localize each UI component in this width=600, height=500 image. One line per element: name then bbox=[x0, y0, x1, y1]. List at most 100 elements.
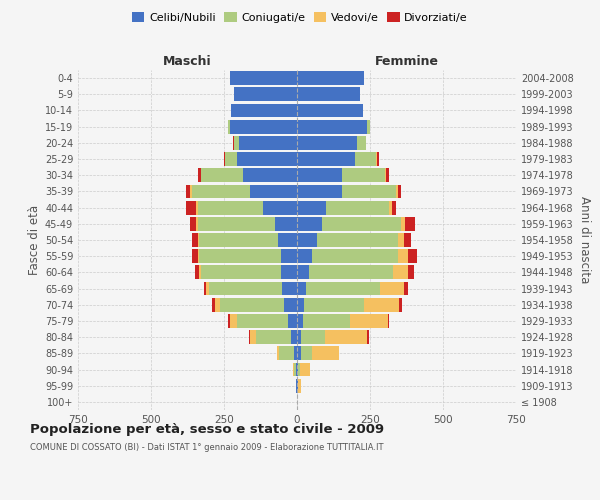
Bar bbox=[215, 298, 220, 312]
Bar bbox=[206, 282, 209, 296]
Bar bbox=[325, 330, 367, 344]
Y-axis label: Anni di nascita: Anni di nascita bbox=[578, 196, 591, 284]
Bar bbox=[195, 266, 199, 280]
Bar bbox=[298, 379, 301, 392]
Bar bbox=[297, 136, 357, 149]
Bar bbox=[243, 168, 297, 182]
Bar bbox=[342, 168, 385, 182]
Bar bbox=[220, 298, 284, 312]
Bar bbox=[297, 184, 342, 198]
Bar bbox=[404, 282, 408, 296]
Bar bbox=[301, 330, 325, 344]
Bar bbox=[229, 314, 230, 328]
Bar bbox=[226, 152, 237, 166]
Bar bbox=[385, 168, 386, 182]
Bar bbox=[200, 168, 243, 182]
Bar bbox=[394, 266, 408, 280]
Bar bbox=[209, 282, 283, 296]
Bar bbox=[297, 346, 301, 360]
Bar bbox=[350, 314, 388, 328]
Bar bbox=[250, 184, 297, 198]
Bar bbox=[198, 250, 199, 263]
Bar bbox=[357, 136, 365, 149]
Bar bbox=[405, 217, 415, 230]
Bar bbox=[198, 168, 200, 182]
Bar bbox=[317, 233, 398, 247]
Bar bbox=[233, 136, 234, 149]
Bar bbox=[199, 233, 278, 247]
Bar bbox=[200, 266, 281, 280]
Bar bbox=[192, 250, 198, 263]
Bar bbox=[326, 200, 389, 214]
Bar bbox=[212, 298, 215, 312]
Bar bbox=[306, 282, 380, 296]
Bar bbox=[192, 233, 198, 247]
Bar bbox=[297, 298, 304, 312]
Bar bbox=[388, 314, 389, 328]
Bar bbox=[203, 282, 206, 296]
Bar bbox=[297, 152, 355, 166]
Bar bbox=[278, 233, 297, 247]
Bar bbox=[277, 346, 280, 360]
Bar bbox=[237, 314, 288, 328]
Bar bbox=[239, 136, 297, 149]
Bar bbox=[342, 184, 396, 198]
Bar bbox=[297, 168, 342, 182]
Bar bbox=[198, 200, 263, 214]
Bar bbox=[199, 266, 200, 280]
Bar bbox=[297, 71, 364, 85]
Bar bbox=[392, 200, 396, 214]
Bar bbox=[280, 346, 294, 360]
Bar bbox=[355, 152, 376, 166]
Bar bbox=[389, 200, 392, 214]
Bar bbox=[297, 266, 308, 280]
Bar bbox=[297, 88, 360, 101]
Bar bbox=[300, 362, 310, 376]
Bar bbox=[186, 200, 196, 214]
Bar bbox=[322, 217, 401, 230]
Bar bbox=[196, 217, 198, 230]
Text: Femmine: Femmine bbox=[374, 56, 439, 68]
Bar bbox=[293, 362, 294, 376]
Bar bbox=[297, 200, 326, 214]
Bar bbox=[283, 282, 297, 296]
Bar bbox=[229, 120, 230, 134]
Bar bbox=[376, 152, 377, 166]
Bar bbox=[398, 184, 401, 198]
Bar bbox=[297, 104, 363, 118]
Bar bbox=[297, 362, 298, 376]
Bar bbox=[190, 217, 196, 230]
Bar bbox=[192, 184, 250, 198]
Bar bbox=[398, 233, 404, 247]
Bar bbox=[263, 200, 297, 214]
Bar bbox=[198, 217, 275, 230]
Text: COMUNE DI COSSATO (BI) - Dati ISTAT 1° gennaio 2009 - Elaborazione TUTTITALIA.IT: COMUNE DI COSSATO (BI) - Dati ISTAT 1° g… bbox=[30, 442, 383, 452]
Bar bbox=[303, 314, 350, 328]
Bar bbox=[199, 250, 281, 263]
Bar bbox=[377, 152, 379, 166]
Bar bbox=[297, 379, 298, 392]
Bar bbox=[399, 298, 402, 312]
Bar bbox=[367, 120, 370, 134]
Bar bbox=[367, 330, 368, 344]
Bar bbox=[291, 330, 297, 344]
Bar bbox=[398, 250, 408, 263]
Bar bbox=[404, 233, 411, 247]
Bar bbox=[288, 314, 297, 328]
Bar bbox=[294, 346, 297, 360]
Bar bbox=[297, 250, 311, 263]
Bar bbox=[284, 298, 297, 312]
Bar bbox=[401, 217, 405, 230]
Bar bbox=[396, 184, 398, 198]
Bar bbox=[230, 314, 237, 328]
Bar bbox=[386, 168, 389, 182]
Bar bbox=[281, 266, 297, 280]
Bar bbox=[232, 104, 297, 118]
Bar bbox=[311, 346, 340, 360]
Bar bbox=[297, 233, 317, 247]
Bar bbox=[196, 200, 198, 214]
Bar bbox=[250, 330, 256, 344]
Bar bbox=[408, 266, 414, 280]
Bar bbox=[281, 250, 297, 263]
Bar bbox=[364, 298, 399, 312]
